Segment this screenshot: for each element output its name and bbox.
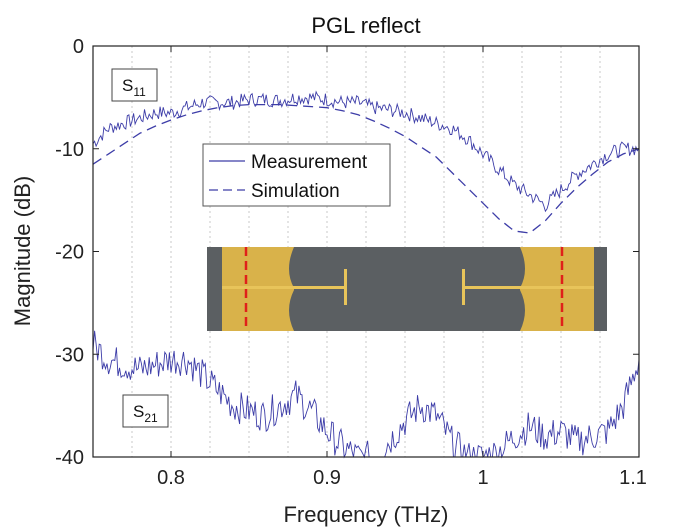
s11-simulation-line <box>92 103 640 234</box>
data-lines <box>92 90 640 459</box>
inset-left-stub <box>344 269 347 305</box>
chart-title: PGL reflect <box>311 13 420 38</box>
y-tick-label: -30 <box>55 344 84 366</box>
s21-main: S <box>133 402 144 421</box>
legend-box <box>202 143 391 207</box>
legend-simulation-label: Simulation <box>251 181 340 202</box>
y-tick-label: -10 <box>55 139 84 161</box>
s21-measurement-line <box>92 330 640 459</box>
x-tick-label: 1 <box>477 467 488 489</box>
inset-right-taper <box>520 247 525 331</box>
inset-image <box>207 247 607 331</box>
x-tick-label: 1.1 <box>619 467 647 489</box>
y-tick-label: -40 <box>55 447 84 469</box>
x-tick-label: 0.9 <box>313 467 341 489</box>
axis-tick-labels: 0.8 0.9 1 1.1 0 -10 -20 -30 -40 <box>55 36 647 489</box>
inset-left-taper <box>289 247 294 331</box>
x-axis-label: Frequency (THz) <box>283 502 448 527</box>
s11-measurement-line <box>92 90 640 213</box>
svg-text:S21: S21 <box>133 402 158 425</box>
s21-sub: 21 <box>144 411 158 425</box>
s11-main: S <box>122 76 133 95</box>
legend: Measurement Simulation <box>202 143 391 207</box>
s11-annotation: S11 <box>111 68 158 102</box>
s21-annotation: S21 <box>122 394 169 428</box>
inset-right-stub <box>462 269 465 305</box>
x-tick-label: 0.8 <box>157 467 185 489</box>
y-axis-label: Magnitude (dB) <box>10 176 35 326</box>
y-tick-label: 0 <box>73 36 84 58</box>
s11-sub: 11 <box>133 85 146 99</box>
svg-text:S11: S11 <box>122 76 146 99</box>
axis-ticks <box>93 45 640 458</box>
legend-measurement-label: Measurement <box>251 152 368 173</box>
inset-right-line <box>465 286 594 289</box>
inset-left-line <box>222 286 344 289</box>
y-tick-label: -20 <box>55 242 84 264</box>
